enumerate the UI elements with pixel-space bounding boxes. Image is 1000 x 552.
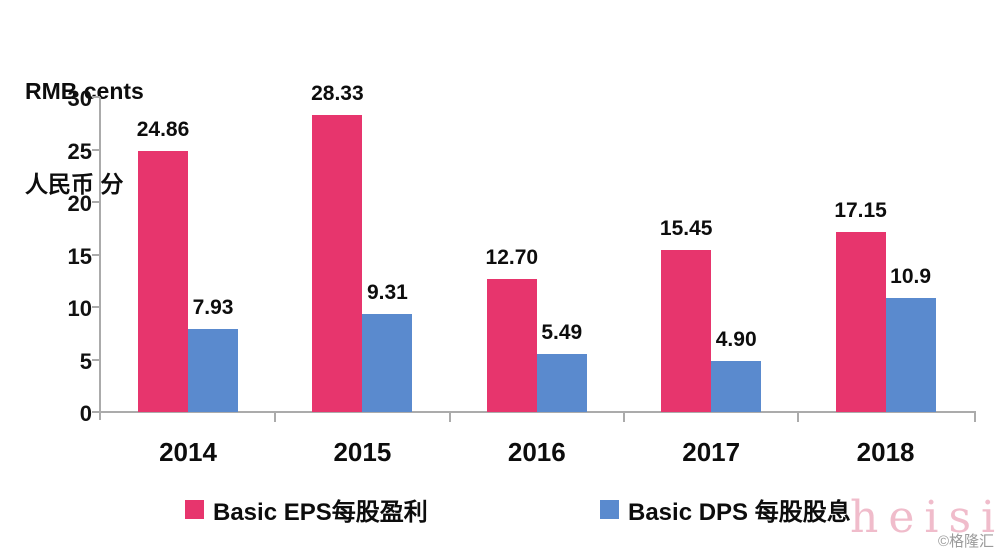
x-axis-line <box>99 411 976 413</box>
y-tick-label: 30 <box>67 86 92 111</box>
y-tick-mark <box>92 306 100 308</box>
y-tick-mark <box>92 358 100 361</box>
y-tick-label: 25 <box>67 138 92 164</box>
y-tick-mark <box>92 96 100 98</box>
chart-title-line-en: RMB cents <box>25 78 144 104</box>
legend-label-eps: Basic EPS每股盈利 <box>213 499 428 526</box>
bar-eps-2017 <box>661 249 712 412</box>
chart-title: RMB cents 人民币 分 <box>25 14 144 262</box>
x-category-label-2014: 2014 <box>159 437 217 467</box>
bar-dps-2015 <box>362 314 413 412</box>
bar-eps-2018 <box>835 231 886 412</box>
y-tick-mark <box>92 253 100 256</box>
x-category-label-2015: 2015 <box>333 437 392 467</box>
bar-eps-2014 <box>138 150 188 412</box>
y-tick-mark <box>92 411 100 413</box>
bar-dps-2016 <box>536 354 587 412</box>
legend-swatch-eps <box>185 500 204 519</box>
y-tick-label: 20 <box>67 191 92 216</box>
bar-eps-2015 <box>312 114 363 412</box>
bar-dps-2014 <box>188 328 238 412</box>
y-tick-mark <box>92 201 100 203</box>
y-tick-label: 15 <box>67 243 92 269</box>
y-tick-mark <box>92 148 100 151</box>
bar-value-dps-2016: 5.49 <box>541 321 583 345</box>
legend-item-dps: Basic DPS 每股股息 <box>600 492 851 527</box>
legend-label-dps: Basic DPS 每股股息 <box>628 499 851 526</box>
bar-eps-2016 <box>486 278 537 412</box>
bar-value-dps-2018: 10.9 <box>890 264 932 288</box>
bar-dps-2017 <box>711 360 762 412</box>
x-category-label-2018: 2018 <box>856 437 915 467</box>
chart-title-line-cn: 人民币 分 <box>25 171 124 197</box>
x-tick-mark <box>623 413 625 422</box>
x-tick-mark <box>274 413 277 422</box>
legend-swatch-dps <box>600 500 619 519</box>
y-tick-label: 0 <box>79 401 92 426</box>
y-axis-line <box>99 97 101 420</box>
bar-value-dps-2017: 4.90 <box>715 327 757 351</box>
bar-value-dps-2014: 7.93 <box>192 295 234 319</box>
bar-dps-2018 <box>885 297 936 412</box>
bar-value-eps-2016: 12.70 <box>485 245 539 269</box>
bar-value-eps-2014: 24.86 <box>136 117 190 141</box>
x-tick-mark <box>974 413 976 422</box>
watermark-credit: ©格隆汇 <box>938 533 995 550</box>
y-tick-label: 5 <box>79 348 92 374</box>
bar-value-dps-2015: 9.31 <box>366 281 408 305</box>
bar-value-eps-2015: 28.33 <box>311 81 364 105</box>
x-tick-mark <box>448 413 451 422</box>
x-category-label-2016: 2016 <box>507 437 566 467</box>
watermark-brand: heisi <box>850 492 1000 543</box>
x-category-label-2017: 2017 <box>682 437 741 467</box>
bar-value-eps-2017: 15.45 <box>659 216 713 240</box>
legend-item-eps: Basic EPS每股盈利 <box>185 492 428 527</box>
x-tick-mark <box>797 413 800 422</box>
bar-value-eps-2018: 17.15 <box>834 198 887 222</box>
y-tick-label: 10 <box>67 296 92 321</box>
